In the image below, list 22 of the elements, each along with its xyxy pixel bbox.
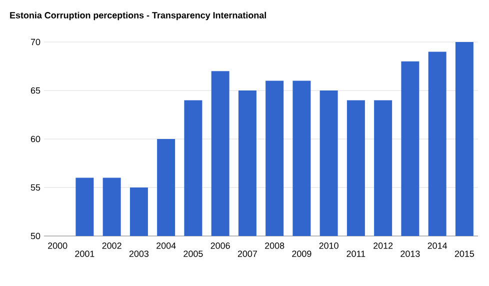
- x-tick-label: 2000: [48, 242, 68, 249]
- x-tick-label: 2012: [374, 242, 393, 249]
- x-tick-label: 2004: [156, 242, 176, 249]
- x-tick-label: 2010: [319, 242, 338, 249]
- x-tick-label: 2011: [346, 250, 366, 257]
- chart-title: Estonia Corruption perceptions - Transparency International: [10, 12, 266, 20]
- x-tick-label: 2006: [210, 242, 230, 249]
- x-tick-label: 2009: [292, 250, 312, 257]
- y-tick-label: 60: [30, 136, 40, 142]
- x-tick-label: 2014: [428, 242, 448, 249]
- y-tick-label: 65: [30, 87, 40, 94]
- y-tick-label: 55: [30, 184, 40, 191]
- x-tick-label: 2015: [454, 250, 474, 257]
- x-tick-label: 2008: [265, 242, 284, 249]
- y-tick-label: 50: [30, 232, 40, 240]
- x-tick-label: 2003: [129, 250, 149, 257]
- x-tick-label: 2002: [102, 242, 122, 249]
- x-tick-label: 2005: [184, 250, 203, 257]
- x-tick-label: 2001: [75, 250, 94, 257]
- y-tick-label: 70: [30, 38, 40, 46]
- x-tick-label: 2013: [400, 250, 420, 257]
- x-tick-label: 2007: [238, 250, 257, 257]
